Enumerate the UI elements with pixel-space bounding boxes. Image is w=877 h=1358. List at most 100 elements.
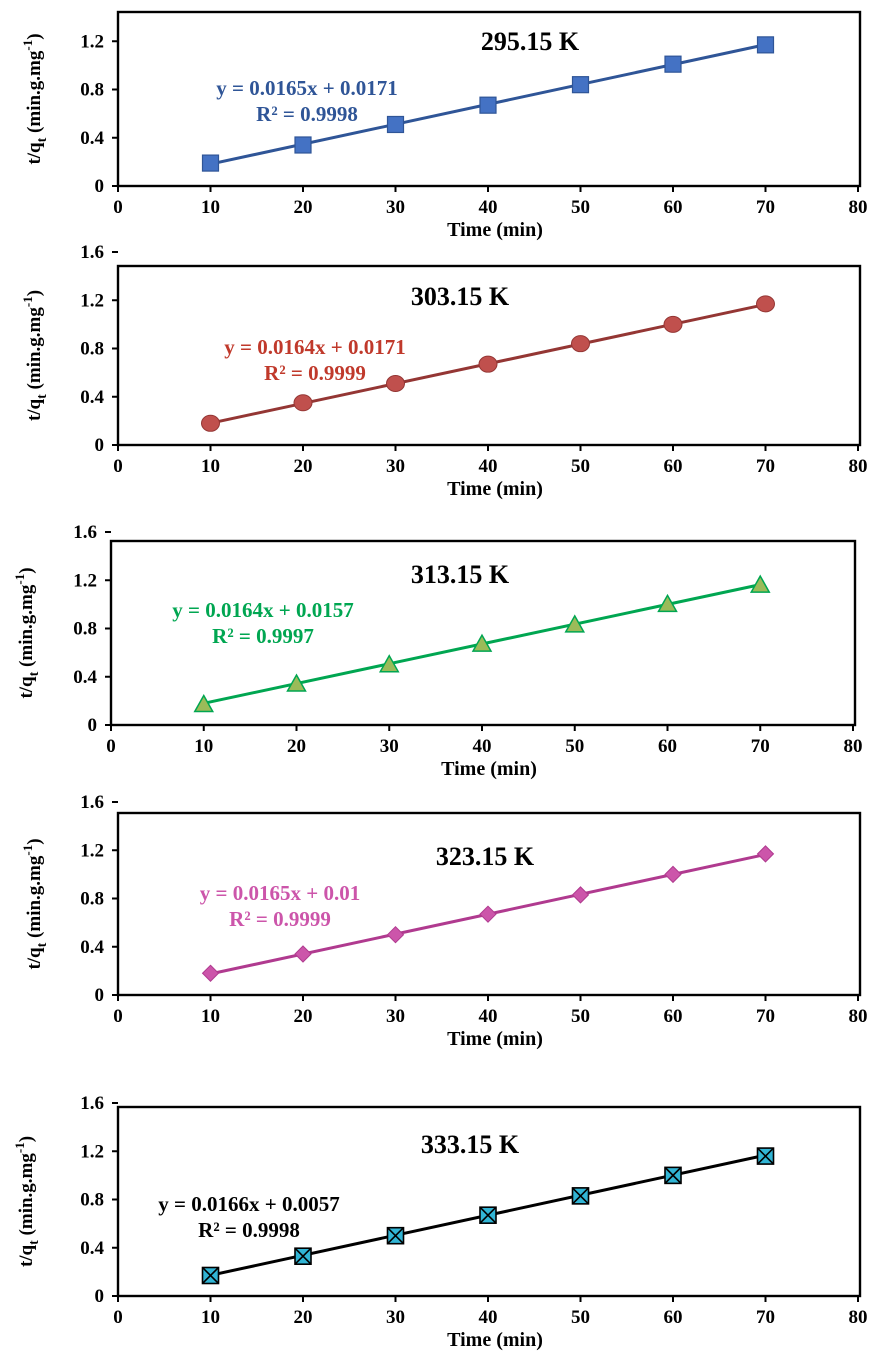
y-axis-label-subscript: t xyxy=(27,1240,42,1245)
y-axis-label-close: ) xyxy=(16,567,37,573)
marker-cross-line xyxy=(571,1187,590,1205)
x-tick-label: 50 xyxy=(571,456,590,477)
chart-title: 333.15 K xyxy=(421,1130,520,1159)
chart-title: 295.15 K xyxy=(481,27,580,56)
data-point xyxy=(201,964,220,982)
x-tick-label: 50 xyxy=(571,1307,590,1328)
x-tick-label: 20 xyxy=(294,197,313,218)
y-tick-label: 0 xyxy=(88,715,98,736)
x-tick-label: 30 xyxy=(386,1307,405,1328)
r-squared-label: R² = 0.9999 xyxy=(229,907,331,931)
data-point xyxy=(663,315,683,333)
x-tick-label: 0 xyxy=(113,1307,123,1328)
y-tick-label: 0.8 xyxy=(80,80,104,101)
data-point xyxy=(293,394,313,412)
plot-frame xyxy=(116,1105,862,1298)
y-axis-label: t/qt (min.g.mg-1) xyxy=(12,567,42,698)
x-tick-label: 30 xyxy=(386,1006,405,1027)
trendline-equation: y = 0.0166x + 0.0057 xyxy=(158,1192,339,1216)
x-tick-label: 80 xyxy=(849,197,868,218)
y-axis-label-main: t/q xyxy=(24,142,45,165)
x-tick-label: 20 xyxy=(294,1006,313,1027)
x-tick-label: 50 xyxy=(571,1006,590,1027)
x-tick-label: 70 xyxy=(756,197,775,218)
y-axis-label: t/qt (min.g.mg-1) xyxy=(12,1136,42,1267)
y-axis-label-main: t/q xyxy=(16,1244,37,1267)
x-axis-label: Time (min) xyxy=(441,758,537,780)
chart-title: 323.15 K xyxy=(436,842,535,871)
square-marker xyxy=(479,96,497,114)
chart-title: 303.15 K xyxy=(411,282,510,311)
y-tick-label: 0.8 xyxy=(73,619,97,640)
y-tick-label: 0.8 xyxy=(80,1190,104,1211)
triangle-marker xyxy=(378,654,400,673)
y-axis-label-close: ) xyxy=(24,33,45,39)
data-point xyxy=(571,886,590,904)
x-tick-label: 30 xyxy=(386,456,405,477)
x-tick-label: 40 xyxy=(473,736,492,757)
y-tick-label: 1.2 xyxy=(80,1141,104,1162)
marker-cross-line xyxy=(664,1166,682,1184)
data-point xyxy=(564,614,586,633)
data-point xyxy=(386,925,405,944)
x-axis-label: Time (min) xyxy=(447,1028,543,1050)
square-marker xyxy=(756,36,775,54)
data-point xyxy=(571,76,590,94)
circle-marker xyxy=(386,374,405,392)
x-tick-label: 60 xyxy=(658,736,677,757)
triangle-marker xyxy=(657,593,678,613)
y-tick-label: 0 xyxy=(95,176,105,197)
data-point xyxy=(294,136,312,154)
y-axis-label-subscript: t xyxy=(27,671,42,676)
chart-panel-1: 0 0.4 0.8 1.2 1.6 0 10 20 30 40 50 60 70 80 Time (min)… xyxy=(20,0,868,241)
y-axis-label-main: t/q xyxy=(24,947,45,970)
y-tick-label: 1.2 xyxy=(80,840,104,861)
trendline-equation: y = 0.0164x + 0.0157 xyxy=(172,598,353,622)
x-tick-label: 20 xyxy=(287,736,306,757)
x-tick-label: 50 xyxy=(565,736,584,757)
x-tick-label: 70 xyxy=(756,1307,775,1328)
y-axis-label-subscript: t xyxy=(35,137,50,142)
chart-panel-4: 0 0.4 0.8 1.2 1.6 0 10 20 30 40 50 60 70 80 Time (min)… xyxy=(20,792,868,1050)
square-marker xyxy=(571,76,590,94)
x-tick-label: 10 xyxy=(201,1307,220,1328)
y-axis-label: t/qt (min.g.mg-1) xyxy=(20,290,50,421)
y-tick-label: 1.6 xyxy=(80,0,104,4)
y-tick-label: 0.4 xyxy=(73,667,97,688)
plot-frame xyxy=(109,539,857,727)
data-point xyxy=(386,374,405,392)
y-tick-label: 0.4 xyxy=(80,1238,104,1259)
chart-panel-3: 0 0.4 0.8 1.2 1.6 0 10 20 30 40 50 60 70 80 Time (min)… xyxy=(12,522,863,780)
data-point xyxy=(749,574,771,593)
y-axis-label-superscript: -1 xyxy=(20,40,35,51)
y-axis-label-unit: (min.g.mg xyxy=(24,855,45,943)
diamond-marker xyxy=(571,886,590,904)
data-point xyxy=(479,905,497,923)
data-point xyxy=(657,593,678,613)
y-axis-label-close: ) xyxy=(24,290,45,296)
data-point xyxy=(571,335,590,353)
y-axis-label-unit: (min.g.mg xyxy=(24,50,45,138)
y-tick-label: 0 xyxy=(95,985,105,1006)
diamond-marker xyxy=(201,964,220,982)
r-squared-label: R² = 0.9998 xyxy=(198,1218,300,1242)
data-point xyxy=(478,355,498,373)
y-tick-label: 0.4 xyxy=(80,937,104,958)
x-tick-label: 0 xyxy=(106,736,116,757)
x-axis-label: Time (min) xyxy=(447,478,543,500)
data-point xyxy=(294,1247,312,1265)
y-tick-label: 0.4 xyxy=(80,387,104,408)
data-point xyxy=(479,96,497,114)
data-point xyxy=(201,154,220,172)
plot-frame xyxy=(116,811,862,997)
circle-marker xyxy=(201,414,220,432)
x-tick-label: 10 xyxy=(201,456,220,477)
x-tick-label: 80 xyxy=(849,1307,868,1328)
data-point xyxy=(386,115,405,134)
x-tick-label: 20 xyxy=(294,1307,313,1328)
trendline-equation: y = 0.0164x + 0.0171 xyxy=(224,335,405,359)
y-tick-label: 0.8 xyxy=(80,339,104,360)
data-point xyxy=(386,1226,405,1245)
y-tick-label: 1.6 xyxy=(80,242,104,263)
